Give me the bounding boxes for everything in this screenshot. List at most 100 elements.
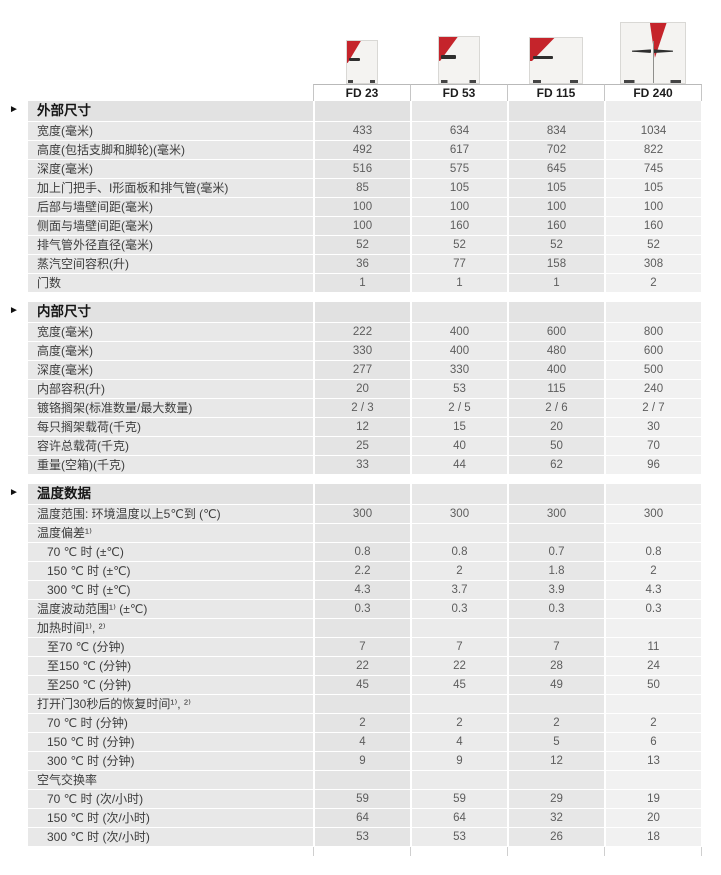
table-row: 加上门把手、I形面板和排气管(毫米) 85 105 105 105 xyxy=(28,179,703,197)
row-label: 重量(空箱)(千克) xyxy=(28,456,313,474)
spec-cell-fd115: 160 xyxy=(509,217,604,235)
table-row: 深度(毫米) 277 330 400 500 xyxy=(28,361,703,379)
table-row: 高度(毫米) 330 400 480 600 xyxy=(28,342,703,360)
spec-sections: 外部尺寸 ► 宽度(毫米) 433 634 834 1034 高度(包括支脚和脚… xyxy=(9,101,703,846)
column-stub-line xyxy=(604,847,702,856)
door-handle-right xyxy=(653,49,673,53)
spec-cell-fd53: 634 xyxy=(412,122,507,140)
section-header-row: 温度数据 ► xyxy=(9,484,703,504)
spec-cell-fd115: 50 xyxy=(509,437,604,455)
spec-cell-fd23 xyxy=(315,302,410,322)
spec-cell-fd240: 300 xyxy=(606,505,701,523)
table-row: 温度偏差¹⁾ xyxy=(28,524,703,542)
double-door-seam xyxy=(652,41,654,83)
row-label: 内部容积(升) xyxy=(28,380,313,398)
spec-cell-fd115: 834 xyxy=(509,122,604,140)
spec-cell-fd23: 85 xyxy=(315,179,410,197)
oven-feet xyxy=(348,80,375,83)
spec-cell-fd115: 115 xyxy=(509,380,604,398)
table-row: 宽度(毫米) 433 634 834 1034 xyxy=(28,122,703,140)
spec-cell-fd240: 308 xyxy=(606,255,701,273)
spec-cell-fd53 xyxy=(412,619,507,637)
table-row: 宽度(毫米) 222 400 600 800 xyxy=(28,323,703,341)
row-label: 高度(毫米) xyxy=(28,342,313,360)
spec-cell-fd115: 28 xyxy=(509,657,604,675)
spec-cell-fd23 xyxy=(315,524,410,542)
row-label: 温度范围: 环境温度以上5℃到 (℃) xyxy=(28,505,313,523)
spec-cell-fd53: 40 xyxy=(412,437,507,455)
row-label: 300 ℃ 时 (分钟) xyxy=(28,752,313,770)
spec-cell-fd115 xyxy=(509,771,604,789)
spec-cell-fd240: 2 xyxy=(606,562,701,580)
spec-cell-fd53 xyxy=(412,101,507,121)
row-label: 打开门30秒后的恢复时间¹⁾, ²⁾ xyxy=(28,695,313,713)
product-image-column xyxy=(604,22,701,84)
spec-cell-fd53: 45 xyxy=(412,676,507,694)
row-label: 排气管外径直径(毫米) xyxy=(28,236,313,254)
spec-cell-fd115 xyxy=(509,484,604,504)
column-guide-stubs xyxy=(28,847,703,856)
section: 外部尺寸 ► 宽度(毫米) 433 634 834 1034 高度(包括支脚和脚… xyxy=(9,101,703,292)
spec-cell-fd240: 24 xyxy=(606,657,701,675)
row-label: 70 ℃ 时 (±℃) xyxy=(28,543,313,561)
spec-cell-fd240: 6 xyxy=(606,733,701,751)
spec-cell-fd115: 100 xyxy=(509,198,604,216)
spec-cell-fd23: 222 xyxy=(315,323,410,341)
row-label: 深度(毫米) xyxy=(28,361,313,379)
model-header-fd-240: FD 240 xyxy=(604,84,702,101)
spec-cell-fd240: 52 xyxy=(606,236,701,254)
spec-cell-fd115: 7 xyxy=(509,638,604,656)
table-row: 门数 1 1 1 2 xyxy=(28,274,703,292)
row-label: 至250 ℃ (分钟) xyxy=(28,676,313,694)
row-label: 温度波动范围¹⁾ (±℃) xyxy=(28,600,313,618)
spec-cell-fd23: 4 xyxy=(315,733,410,751)
spec-cell-fd115: 32 xyxy=(509,809,604,827)
spec-cell-fd240: 600 xyxy=(606,342,701,360)
row-label: 至150 ℃ (分钟) xyxy=(28,657,313,675)
spec-cell-fd23: 45 xyxy=(315,676,410,694)
row-label: 70 ℃ 时 (次/小时) xyxy=(28,790,313,808)
spec-cell-fd240: 0.3 xyxy=(606,600,701,618)
row-label: 高度(包括支脚和脚轮)(毫米) xyxy=(28,141,313,159)
row-label: 宽度(毫米) xyxy=(28,122,313,140)
spec-cell-fd240 xyxy=(606,524,701,542)
spec-cell-fd115: 20 xyxy=(509,418,604,436)
spec-cell-fd240 xyxy=(606,771,701,789)
spec-cell-fd53: 3.7 xyxy=(412,581,507,599)
spec-cell-fd115: 12 xyxy=(509,752,604,770)
spec-cell-fd115: 2 xyxy=(509,714,604,732)
spec-cell-fd23: 59 xyxy=(315,790,410,808)
spec-cell-fd23: 0.3 xyxy=(315,600,410,618)
spec-cell-fd23: 2 / 3 xyxy=(315,399,410,417)
table-row: 150 ℃ 时 (分钟) 4 4 5 6 xyxy=(28,733,703,751)
table-row: 加热时间¹⁾, ²⁾ xyxy=(28,619,703,637)
spec-cell-fd53: 2 / 5 xyxy=(412,399,507,417)
spec-cell-fd23: 492 xyxy=(315,141,410,159)
product-image-column xyxy=(507,37,604,84)
spec-cell-fd115 xyxy=(509,695,604,713)
spec-cell-fd53: 9 xyxy=(412,752,507,770)
door-handle xyxy=(441,55,457,59)
spec-cell-fd53: 330 xyxy=(412,361,507,379)
column-stub-line xyxy=(507,847,604,856)
spec-cell-fd23: 433 xyxy=(315,122,410,140)
spec-cell-fd240: 20 xyxy=(606,809,701,827)
row-label: 侧面与墙壁间距(毫米) xyxy=(28,217,313,235)
spec-cell-fd115: 0.7 xyxy=(509,543,604,561)
table-row: 300 ℃ 时 (次/小时) 53 53 26 18 xyxy=(28,828,703,846)
spec-cell-fd115: 480 xyxy=(509,342,604,360)
spec-cell-fd240: 19 xyxy=(606,790,701,808)
table-row: 300 ℃ 时 (±℃) 4.3 3.7 3.9 4.3 xyxy=(28,581,703,599)
spec-cell-fd53: 52 xyxy=(412,236,507,254)
product-image-column xyxy=(313,40,410,84)
spec-cell-fd53: 0.3 xyxy=(412,600,507,618)
spec-cell-fd240 xyxy=(606,484,701,504)
spec-cell-fd53: 22 xyxy=(412,657,507,675)
spec-cell-fd23: 52 xyxy=(315,236,410,254)
row-label: 门数 xyxy=(28,274,313,292)
product-photo-fd-115 xyxy=(528,37,583,84)
spec-cell-fd240: 50 xyxy=(606,676,701,694)
spec-cell-fd23: 100 xyxy=(315,198,410,216)
row-label: 70 ℃ 时 (分钟) xyxy=(28,714,313,732)
